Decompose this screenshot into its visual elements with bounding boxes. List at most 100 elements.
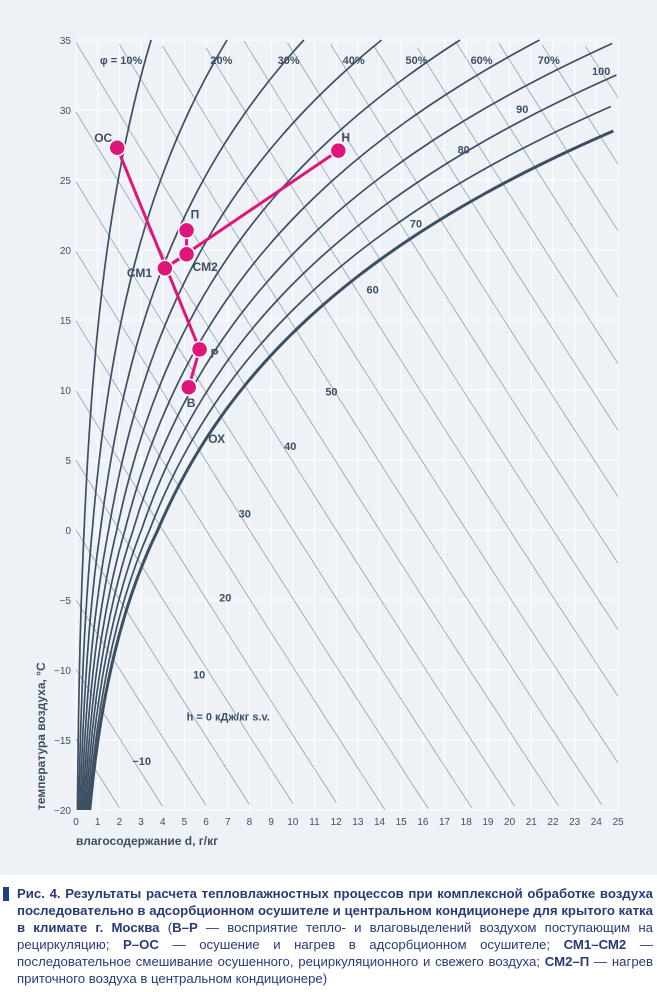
x-tick-label: 2 [117, 817, 123, 828]
caption-term-sp: СМ2–П [544, 954, 590, 969]
y-tick-label: 20 [60, 246, 72, 257]
y-tick-label: 15 [60, 316, 72, 327]
y-tick-label: −5 [60, 596, 72, 607]
y-tick-label: −10 [54, 666, 71, 677]
chart-frame: 0 1 2 3 4 5 6 7 8 9 10 11 12 13 14 15 16 17 18 19 20 21 22 23 24… [0, 0, 657, 875]
x-tick-label: 12 [331, 817, 343, 828]
x-tick-label: 6 [203, 817, 209, 828]
rh-curve-80 [86, 74, 617, 811]
x-tick-label: 24 [591, 817, 603, 828]
enthalpy-line [75, 320, 386, 811]
y-tick-label: 25 [60, 176, 72, 187]
rh-curve-50 [82, 39, 461, 811]
psychrometric-chart: 0 1 2 3 4 5 6 7 8 9 10 11 12 13 14 15 16 17 18 19 20 21 22 23 24… [34, 36, 624, 848]
y-tick-label: 10 [60, 386, 72, 397]
process-point [177, 245, 196, 263]
enthalpy-label: 70 [410, 219, 422, 231]
enthalpy-line [119, 44, 603, 805]
enthalpy-label: 90 [516, 104, 528, 116]
enthalpy-label: 10 [193, 669, 205, 681]
caption-term-vr: В–Р [172, 920, 198, 935]
x-tick-label: 5 [182, 817, 188, 828]
enthalpy-line [330, 44, 619, 497]
x-tick-label: 17 [439, 817, 451, 828]
y-tick-label: 30 [60, 106, 72, 117]
x-tick-label: 16 [417, 817, 429, 828]
enthalpy-line [585, 46, 619, 98]
process-line [115, 146, 202, 351]
rh-label: 40% [343, 55, 365, 67]
rh-label: 70% [538, 55, 560, 67]
x-tick-label: 22 [547, 817, 559, 828]
point-label: ОС [94, 131, 112, 145]
process-point [190, 340, 209, 359]
enthalpy-lines [75, 40, 619, 811]
plot-area [76, 40, 618, 810]
enthalpy-line [75, 111, 516, 807]
y-tick-label: 5 [65, 456, 71, 467]
rh-curve-20 [77, 39, 228, 811]
enthalpy-line [75, 42, 559, 806]
rh-curves [76, 39, 617, 811]
rh-curve-10 [76, 39, 152, 810]
process-points: ОС Н П СМ2 СМ1 Р В [94, 131, 350, 411]
process-point [177, 221, 196, 240]
enthalpy-line [287, 42, 619, 564]
rh-label: φ = 10% [100, 55, 143, 67]
enthalpy-label: 80 [458, 144, 470, 156]
enthalpy-label: 100 [592, 66, 610, 78]
enthalpy-line [205, 47, 619, 697]
caption-term-ro: Р–ОС [123, 937, 159, 952]
x-axis-label: влагосодержание d, г/кг [76, 834, 218, 848]
enthalpy-line [541, 44, 619, 165]
rh-label: 60% [471, 55, 493, 67]
process-point [156, 259, 174, 277]
rh-label: 50% [406, 55, 428, 67]
x-tick-label: 10 [287, 817, 299, 828]
x-tick-label: 21 [526, 817, 538, 828]
enthalpy-line [75, 738, 120, 808]
rh-curve-90 [87, 105, 612, 811]
x-tick-label: 14 [374, 817, 386, 828]
x-tick-label: 19 [482, 817, 494, 828]
x-tick-label: 0 [73, 817, 79, 828]
caption-label: Рис. 4. Результаты расчета тепловлажност… [17, 886, 653, 935]
x-tick-label: 13 [352, 817, 364, 828]
process-point [108, 139, 126, 157]
figure-caption: Рис. 4. Результаты расчета тепловлажност… [3, 885, 653, 987]
enthalpy-line [75, 181, 473, 808]
caption-desc-sp: — нагрев приточного воздуха в центрально… [17, 954, 653, 986]
x-tick-label: 4 [160, 817, 166, 828]
caption-marker [3, 887, 9, 901]
enthalpy-line [455, 40, 619, 298]
x-tick-label: 25 [612, 817, 624, 828]
caption-desc-sm: — последовательное смешивание осушенного… [17, 937, 654, 969]
point-label: В [187, 396, 196, 410]
x-tick-label: 3 [138, 817, 144, 828]
caption-desc-ro: — осушение и нагрев в адсорбционном осуш… [158, 937, 564, 952]
y-tick-label: 35 [60, 36, 72, 47]
axis-ticks: 0 1 2 3 4 5 6 7 8 9 10 11 12 13 14 15 16 17 18 19 20 21 22 23 24… [54, 36, 624, 828]
y-tick-label: −20 [54, 806, 71, 817]
caption-desc-vr: — восприятие тепло- и влаговыделений воз… [17, 920, 653, 952]
x-tick-label: 7 [225, 817, 231, 828]
x-tick-label: 15 [396, 817, 408, 828]
enthalpy-label: 30 [239, 508, 251, 520]
enthalpy-line [498, 42, 619, 231]
point-label: Н [341, 131, 350, 145]
enthalpy-label: −10 [132, 756, 151, 768]
enthalpy-line [75, 251, 429, 809]
y-tick-label: −15 [54, 736, 71, 747]
enthalpy-line [373, 46, 619, 431]
enthalpy-label: 20 [219, 592, 231, 604]
enthalpy-line [75, 460, 294, 804]
rh-label: 20% [210, 55, 232, 67]
caption-term-sm: СМ1–СМ2 [563, 937, 627, 952]
rh-curve-40 [80, 39, 383, 811]
enthalpy-label: 40 [284, 441, 296, 453]
enthalpy-label: 50 [325, 387, 337, 399]
process-point [179, 378, 198, 396]
caption-text-open: ( [159, 920, 173, 935]
enthalpy-line [243, 40, 619, 631]
x-tick-label: 23 [569, 817, 581, 828]
